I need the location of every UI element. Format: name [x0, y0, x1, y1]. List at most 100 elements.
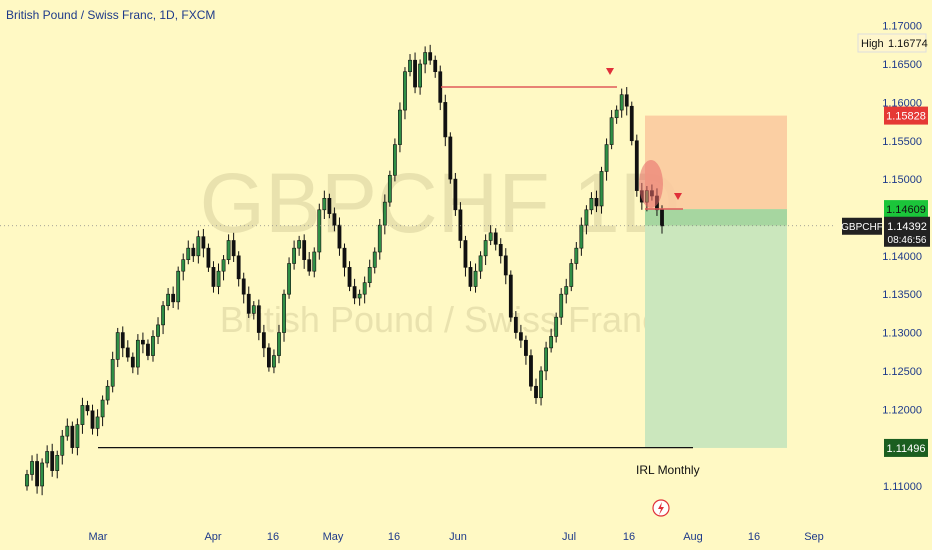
candle-body [524, 339, 528, 356]
candle-body [277, 332, 281, 356]
candle-body [307, 259, 312, 272]
high-tag-bg [857, 33, 927, 53]
candle-body [569, 263, 574, 287]
high-tag-label: High [861, 38, 884, 50]
x-tick-label: 16 [267, 531, 279, 543]
x-tick-label: Jun [449, 531, 467, 543]
x-tick-label: Aug [683, 531, 703, 543]
x-tick-label: 16 [623, 531, 635, 543]
candle-body [347, 267, 352, 287]
entry-band [645, 209, 787, 226]
candle-body [544, 347, 548, 372]
x-tick-label: Sep [804, 531, 824, 543]
candle-body [478, 255, 483, 272]
candle-body [241, 278, 246, 295]
price-axis[interactable]: 1.17000 1.16500 1.16000 1.15500 1.15000 1.140… [882, 21, 922, 493]
candle-body [463, 240, 468, 268]
candle-body [256, 305, 261, 333]
candle-body [513, 316, 518, 333]
candle-body [453, 178, 458, 211]
candle-body [660, 209, 664, 227]
candle-body [146, 343, 150, 356]
y-tick-label: 1.14000 [882, 251, 922, 263]
target-zone [645, 225, 787, 448]
candle-body [554, 316, 559, 337]
flash-glyph [658, 502, 664, 515]
irl-label: IRL Monthly [636, 463, 700, 477]
candle-body [413, 59, 417, 88]
candle-body [433, 59, 438, 73]
x-tick-label: Mar [89, 531, 108, 543]
candle-body [377, 224, 382, 253]
x-tick-label: May [323, 531, 344, 543]
symbol-tag-bg [842, 217, 882, 235]
candle-body [115, 332, 120, 360]
y-tick-label: 1.16500 [882, 59, 922, 71]
candle-body [392, 144, 397, 176]
candle-body [206, 247, 211, 268]
candle-body [236, 255, 241, 280]
high-tag-value: 1.16774 [888, 38, 928, 50]
candle-body [322, 197, 327, 211]
candle-body [141, 339, 145, 345]
candle-body [624, 94, 629, 107]
candle-body [589, 197, 594, 211]
y-tick-label: 1.13000 [882, 328, 922, 340]
candle-body [458, 209, 463, 241]
candle-body [599, 171, 604, 207]
candle-body [312, 251, 317, 272]
stop-zone [645, 115, 787, 210]
candle-body [221, 259, 226, 272]
candle-body [352, 286, 357, 299]
candle-body [231, 240, 236, 257]
candle-body [176, 270, 181, 303]
candle-body [196, 236, 201, 257]
candle-body [559, 293, 564, 318]
candle-body [35, 461, 39, 487]
candle-body [201, 236, 206, 249]
candle-body [534, 385, 538, 399]
candle-body [100, 399, 105, 418]
candle-body [216, 270, 221, 287]
candle-body [151, 336, 155, 356]
candle-body [130, 356, 135, 368]
candle-body [634, 140, 639, 191]
candle-body [614, 109, 619, 119]
candle-body [372, 251, 377, 268]
candle-body [549, 336, 554, 349]
candle-body [609, 117, 614, 145]
last-tag-bg [884, 216, 930, 247]
y-tick-label: 1.15500 [882, 136, 922, 148]
candle-body [508, 274, 513, 318]
drawings: IRL Monthly [0, 68, 836, 517]
candle-body [382, 201, 387, 226]
x-tick-label: 16 [748, 531, 760, 543]
candle-body [226, 240, 231, 260]
candle-body [483, 240, 488, 257]
candle-body [50, 451, 55, 471]
candle-body [473, 270, 478, 287]
resistance-marker [606, 68, 614, 75]
candle-body [468, 267, 473, 287]
x-tick-label: Apr [204, 531, 221, 543]
candle-body [45, 451, 50, 464]
candle-body [503, 255, 508, 276]
candle-body [40, 462, 45, 487]
candle-body [70, 425, 75, 448]
candle-body [186, 247, 191, 260]
candle-body [337, 224, 342, 249]
candle-body [85, 405, 90, 412]
entry-tag-bg [884, 200, 928, 219]
stop-tag-bg [884, 106, 928, 125]
time-axis[interactable]: Mar Apr 16 May 16 Jun Jul 16 Aug 16 Sep [89, 531, 824, 543]
candle-body [65, 425, 70, 437]
candle-body [423, 52, 428, 65]
y-tick-label: 1.13500 [882, 289, 922, 301]
candle-body [211, 267, 216, 287]
candle-body [80, 405, 85, 425]
entry-tag: 1.14609 [886, 204, 926, 216]
candle-body [579, 224, 584, 249]
candle-body [60, 435, 65, 456]
y-tick-label: 1.17000 [882, 21, 922, 33]
